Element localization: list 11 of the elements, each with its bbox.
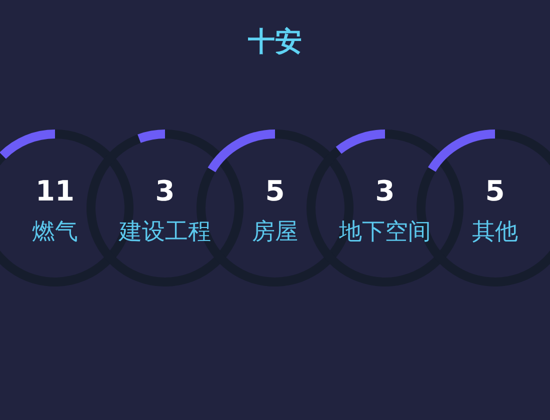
label: 其他 [472,219,518,245]
label: 房屋 [252,219,298,245]
value: 5 [485,174,505,208]
value: 3 [375,174,395,208]
label: 燃气 [32,219,78,245]
value: 3 [155,174,175,208]
value: 11 [36,174,74,208]
title: 十安 [248,26,302,58]
label: 地下空间 [339,219,431,245]
value: 5 [265,174,285,208]
label: 建设工程 [119,219,211,245]
